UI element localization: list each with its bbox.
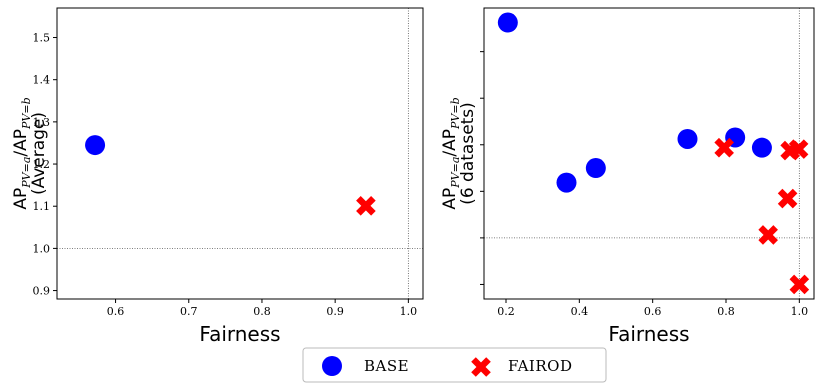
x-tick-label: 0.7 [180, 305, 198, 318]
point-fairod [356, 195, 376, 216]
point-base [85, 135, 106, 156]
point-fairod [789, 274, 810, 295]
y-axis-title: APPV=a/APPV=b [11, 97, 33, 209]
y-axis-subtitle: (6 datasets) [458, 102, 478, 205]
y-tick-label: 1.1 [33, 200, 51, 213]
point-base [677, 128, 698, 149]
y-tick-label: 1.0 [33, 242, 51, 255]
point-base [556, 172, 577, 193]
legend-marker-base [322, 356, 342, 376]
legend: BASE FAIROD [302, 347, 607, 383]
axes-frame [56, 7, 424, 300]
panel-2: 0.2 0.4 0.6 0.8 1.0 Fairness APPV=a/APPV=b(6 d… [440, 7, 815, 346]
x-axis-title: Fairness [199, 322, 280, 346]
y-tick-label: 1.2 [33, 158, 51, 171]
y-axis-subtitle: (Average) [29, 112, 49, 195]
x-tick-label: 0.6 [644, 305, 662, 318]
legend-label-base: BASE [364, 357, 409, 375]
x-axis-title: Fairness [608, 322, 689, 346]
x-tick-label: 0.6 [107, 305, 125, 318]
point-fairod [714, 137, 734, 158]
y-tick-label: 1.5 [33, 32, 51, 45]
x-tick-label: 0.2 [497, 305, 515, 318]
x-tick-label: 0.8 [253, 305, 271, 318]
point-base [585, 158, 606, 179]
legend-box [302, 347, 607, 383]
legend-label-fairod: FAIROD [508, 357, 572, 375]
point-base [497, 12, 518, 33]
x-tick-label: 1.0 [400, 305, 418, 318]
x-tick-label: 0.8 [717, 305, 735, 318]
point-fairod [758, 225, 778, 245]
y-axis-title: APPV=a/APPV=b [440, 97, 462, 209]
point-fairod [777, 188, 798, 209]
x-tick-label: 0.4 [571, 305, 589, 318]
y-tick-label: 0.9 [33, 285, 51, 298]
axes-frame [483, 7, 815, 300]
x-tick-label: 0.9 [326, 305, 344, 318]
y-tick-label: 1.3 [33, 116, 51, 129]
x-tick-label: 1.0 [791, 305, 809, 318]
panel-1: 0.6 0.7 0.8 0.9 1.0 0.9 1.0 1.1 1.2 1.3 1.4 1.5 Fair… [11, 7, 424, 346]
y-tick-label: 1.4 [33, 74, 51, 87]
legend-marker-fairod [471, 357, 491, 377]
point-fairod [788, 139, 809, 159]
point-base [751, 137, 772, 158]
